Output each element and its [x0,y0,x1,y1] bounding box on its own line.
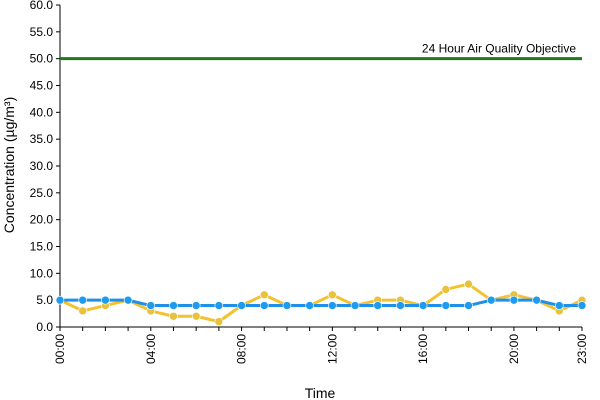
series-2-point [123,295,133,305]
series-2-point [169,301,178,310]
x-axis-ticks: 00:00 04:00 08:00 12:00 16:00 20:00 23:00 [53,327,589,364]
x-tick-label: 23:00 [575,334,589,364]
y-tick-label: 15.0 [30,240,54,254]
y-tick-label: 45.0 [30,79,54,93]
series-2-point [418,301,428,310]
series-1-point [78,306,87,316]
y-tick-label: 0.0 [36,320,53,334]
y-tick-label: 5.0 [36,293,53,307]
x-tick-label: 00:00 [53,334,67,364]
series-2-point [509,295,519,305]
y-tick-label: 20.0 [30,213,54,227]
objective-line-group: 24 Hour Air Quality Objective [60,42,582,61]
y-tick-label: 50.0 [30,52,54,66]
x-axis-title: Time [305,385,336,400]
series-2-point [282,301,292,310]
series-2 [55,295,587,310]
x-tick-label: 16:00 [416,334,430,364]
series-2-point [146,301,156,310]
series-2-point [55,295,65,305]
series-2-point [555,301,564,310]
series-1-point [441,285,451,294]
series-2-point [396,301,405,310]
series-2-point [577,301,587,310]
series-2-point [350,301,360,310]
series-2-point [214,301,224,310]
series-1-point [259,290,269,300]
y-axis-title: Concentration (µg/m³) [1,97,17,233]
series-2-point [464,301,473,310]
series-1-point [214,317,224,326]
series-2-point [78,295,87,305]
x-tick-label: 04:00 [144,334,158,364]
y-tick-label: 60.0 [30,0,54,12]
series-2-point [259,301,269,310]
series-1-point [328,290,337,300]
series-2-point [532,295,541,305]
x-tick-label: 20:00 [507,334,521,364]
series-2-point [237,301,246,310]
y-tick-label: 10.0 [30,266,54,280]
series-2-point [305,301,314,310]
series-2-point [486,295,496,305]
y-tick-label: 25.0 [30,186,54,200]
objective-label: 24 Hour Air Quality Objective [422,42,576,56]
series-1-point [464,279,473,289]
series-2-point [373,301,383,310]
series-2-point [101,295,110,305]
series-1-point [169,311,178,321]
series-layer [55,279,587,326]
series-2-point [191,301,201,310]
x-tick-label: 08:00 [235,334,249,364]
series-2-point [441,301,451,310]
x-tick-label: 12:00 [325,334,339,364]
series-2-point [328,301,337,310]
y-tick-label: 55.0 [30,25,54,39]
y-tick-label: 30.0 [30,159,54,173]
series-1-point [191,311,201,321]
y-tick-label: 35.0 [30,132,54,146]
y-axis-ticks: 0.0 5.0 10.0 15.0 20.0 25.0 30.0 35.0 40.0 45.0 50… [30,0,60,334]
y-tick-label: 40.0 [30,105,54,119]
